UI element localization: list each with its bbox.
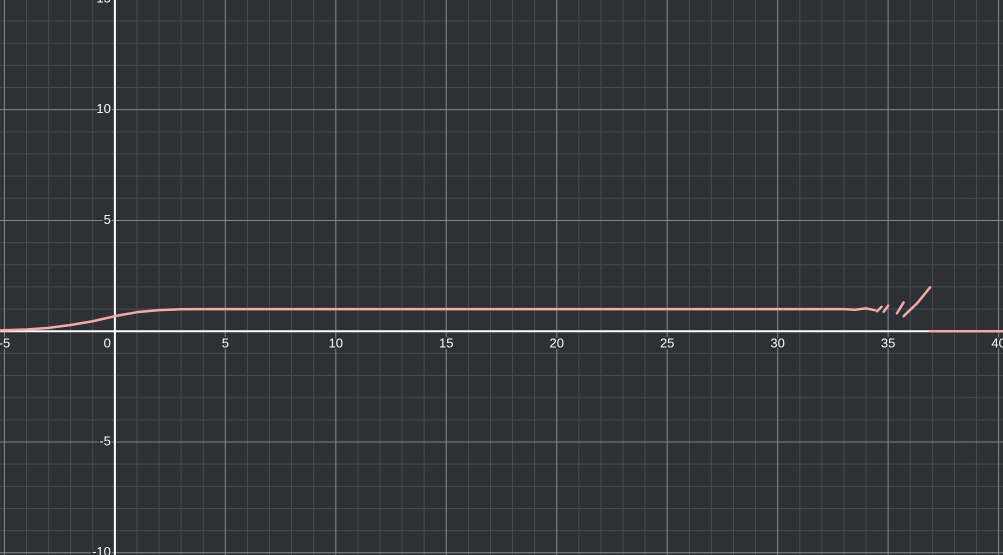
y-tick-label: -10 bbox=[92, 544, 111, 555]
x-tick-label: 10 bbox=[329, 336, 343, 351]
x-tick-label: 20 bbox=[549, 336, 563, 351]
y-tick-label: 5 bbox=[104, 212, 111, 227]
x-tick-label: 30 bbox=[770, 336, 784, 351]
x-tick-label: 25 bbox=[660, 336, 674, 351]
x-tick-label: 15 bbox=[439, 336, 453, 351]
curve bbox=[0, 286, 1003, 333]
x-tick-label: -5 bbox=[0, 336, 10, 351]
y-tick-label: 10 bbox=[96, 101, 110, 116]
x-tick-label: 5 bbox=[222, 336, 229, 351]
y-tick-label: 15 bbox=[96, 0, 110, 5]
x-tick-label: 40 bbox=[991, 336, 1003, 351]
x-tick-label: 35 bbox=[881, 336, 895, 351]
y-tick-label: -5 bbox=[99, 433, 111, 448]
x-tick-label: 0 bbox=[104, 336, 111, 351]
